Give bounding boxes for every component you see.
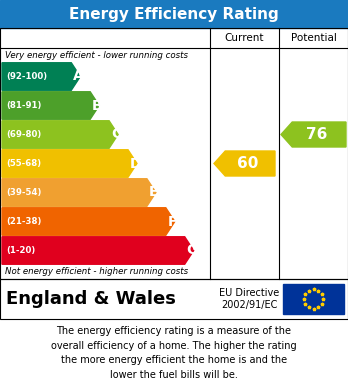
Text: (21-38): (21-38) bbox=[6, 217, 41, 226]
Text: Not energy efficient - higher running costs: Not energy efficient - higher running co… bbox=[5, 267, 188, 276]
Text: (1-20): (1-20) bbox=[6, 246, 35, 255]
Polygon shape bbox=[2, 179, 156, 206]
Text: E: E bbox=[149, 185, 158, 199]
Text: Very energy efficient - lower running costs: Very energy efficient - lower running co… bbox=[5, 50, 188, 59]
Text: G: G bbox=[187, 244, 198, 258]
Text: C: C bbox=[111, 127, 121, 142]
Polygon shape bbox=[214, 151, 275, 176]
Polygon shape bbox=[2, 150, 137, 177]
Text: (81-91): (81-91) bbox=[6, 101, 41, 110]
Text: (55-68): (55-68) bbox=[6, 159, 41, 168]
Text: D: D bbox=[130, 156, 142, 170]
Polygon shape bbox=[2, 92, 99, 119]
Text: (92-100): (92-100) bbox=[6, 72, 47, 81]
Text: England & Wales: England & Wales bbox=[6, 290, 176, 308]
Bar bbox=[283, 284, 344, 314]
Polygon shape bbox=[2, 63, 80, 90]
Text: (39-54): (39-54) bbox=[6, 188, 41, 197]
Text: B: B bbox=[92, 99, 103, 113]
Bar bbox=[0, 0, 348, 28]
Polygon shape bbox=[281, 122, 346, 147]
Bar bbox=[0, 279, 348, 319]
Polygon shape bbox=[2, 208, 175, 235]
Text: Potential: Potential bbox=[291, 33, 337, 43]
Text: EU Directive
2002/91/EC: EU Directive 2002/91/EC bbox=[219, 288, 280, 310]
Text: 60: 60 bbox=[237, 156, 258, 171]
Text: Energy Efficiency Rating: Energy Efficiency Rating bbox=[69, 7, 279, 22]
Text: Current: Current bbox=[225, 33, 264, 43]
Polygon shape bbox=[2, 237, 194, 264]
Text: A: A bbox=[73, 70, 84, 84]
Polygon shape bbox=[2, 121, 118, 148]
Bar bbox=[0, 279, 348, 319]
Bar bbox=[0, 28, 348, 279]
Text: 76: 76 bbox=[306, 127, 327, 142]
Text: (69-80): (69-80) bbox=[6, 130, 41, 139]
Text: F: F bbox=[168, 215, 177, 228]
Text: The energy efficiency rating is a measure of the
overall efficiency of a home. T: The energy efficiency rating is a measur… bbox=[51, 326, 297, 380]
